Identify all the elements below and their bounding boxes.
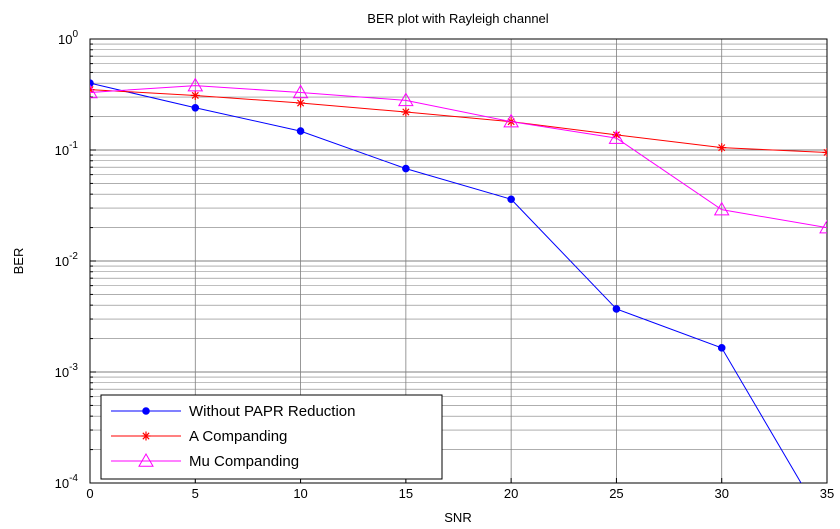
- y-tick-label: 100: [58, 29, 78, 47]
- star-marker: [190, 90, 200, 100]
- triangle-marker: [292, 84, 309, 99]
- x-tick-label: 10: [293, 486, 307, 501]
- x-tick-label: 0: [86, 486, 93, 501]
- star-marker: [717, 143, 727, 153]
- star-stroke: [718, 144, 726, 152]
- dot-marker: [191, 103, 200, 112]
- dot-marker: [142, 407, 150, 415]
- dot-marker: [612, 305, 621, 313]
- series-line: [90, 82, 802, 483]
- legend-label: Without PAPR Reduction: [189, 403, 355, 420]
- tick-labels: 0 5 10 15 20 25 30 35 100 10-1 10-2 10-3 10-4: [55, 29, 835, 501]
- star-marker: [296, 98, 306, 108]
- star-marker: [822, 147, 827, 157]
- star-stroke: [612, 131, 621, 139]
- triangle-marker: [187, 77, 204, 92]
- triangle-marker: [608, 130, 625, 144]
- triangle-marker: [819, 219, 827, 234]
- star-stroke: [296, 99, 305, 107]
- triangle-marker: [397, 92, 414, 107]
- dot-marker: [296, 127, 305, 135]
- star-marker: [141, 431, 151, 441]
- series-layer: [90, 77, 827, 483]
- dot-marker: [717, 344, 726, 352]
- star-stroke: [142, 432, 150, 440]
- legend: Without PAPR Reduction A Companding Mu Com…: [100, 394, 443, 480]
- legend-entry: Mu Companding: [111, 452, 299, 470]
- star-marker: [90, 85, 95, 95]
- triangle-marker: [713, 201, 730, 216]
- legend-entry: A Companding: [111, 428, 287, 445]
- x-tick-label: 5: [192, 486, 199, 501]
- star-marker: [401, 107, 411, 117]
- y-tick-label: 10-4: [55, 473, 79, 491]
- x-tick-label: 25: [609, 486, 623, 501]
- plot-frame: [89, 38, 828, 484]
- star-stroke: [90, 86, 94, 91]
- star-stroke: [191, 91, 199, 100]
- series-mu-companding: [90, 77, 827, 234]
- y-tick-label: 10-1: [55, 140, 79, 158]
- y-axis-label: BER: [11, 248, 26, 275]
- x-tick-label: 30: [714, 486, 728, 501]
- triangle-marker: [138, 452, 154, 467]
- legend-box: [100, 394, 443, 480]
- y-tick-label: 10-3: [55, 362, 79, 380]
- x-tick-label: 35: [820, 486, 834, 501]
- chart-title: BER plot with Rayleigh channel: [367, 11, 548, 26]
- star-stroke: [823, 151, 827, 157]
- star-stroke: [90, 88, 94, 94]
- star-stroke: [823, 148, 827, 154]
- dot-marker: [507, 195, 515, 204]
- x-tick-label: 15: [399, 486, 413, 501]
- star-stroke: [402, 108, 410, 116]
- series-line: [90, 89, 827, 153]
- legend-label: Mu Companding: [189, 453, 299, 470]
- dot-marker: [90, 79, 94, 87]
- series-without-papr-reduction: [90, 79, 802, 483]
- x-axis-label: SNR: [444, 510, 471, 525]
- legend-label: A Companding: [189, 428, 287, 445]
- legend-entry: Without PAPR Reduction: [111, 403, 355, 420]
- dot-marker: [402, 164, 410, 173]
- triangle-marker: [90, 84, 98, 99]
- series-line: [90, 85, 827, 229]
- x-tick-label: 20: [504, 486, 518, 501]
- y-tick-label: 10-2: [55, 251, 79, 269]
- triangle-marker: [503, 113, 520, 128]
